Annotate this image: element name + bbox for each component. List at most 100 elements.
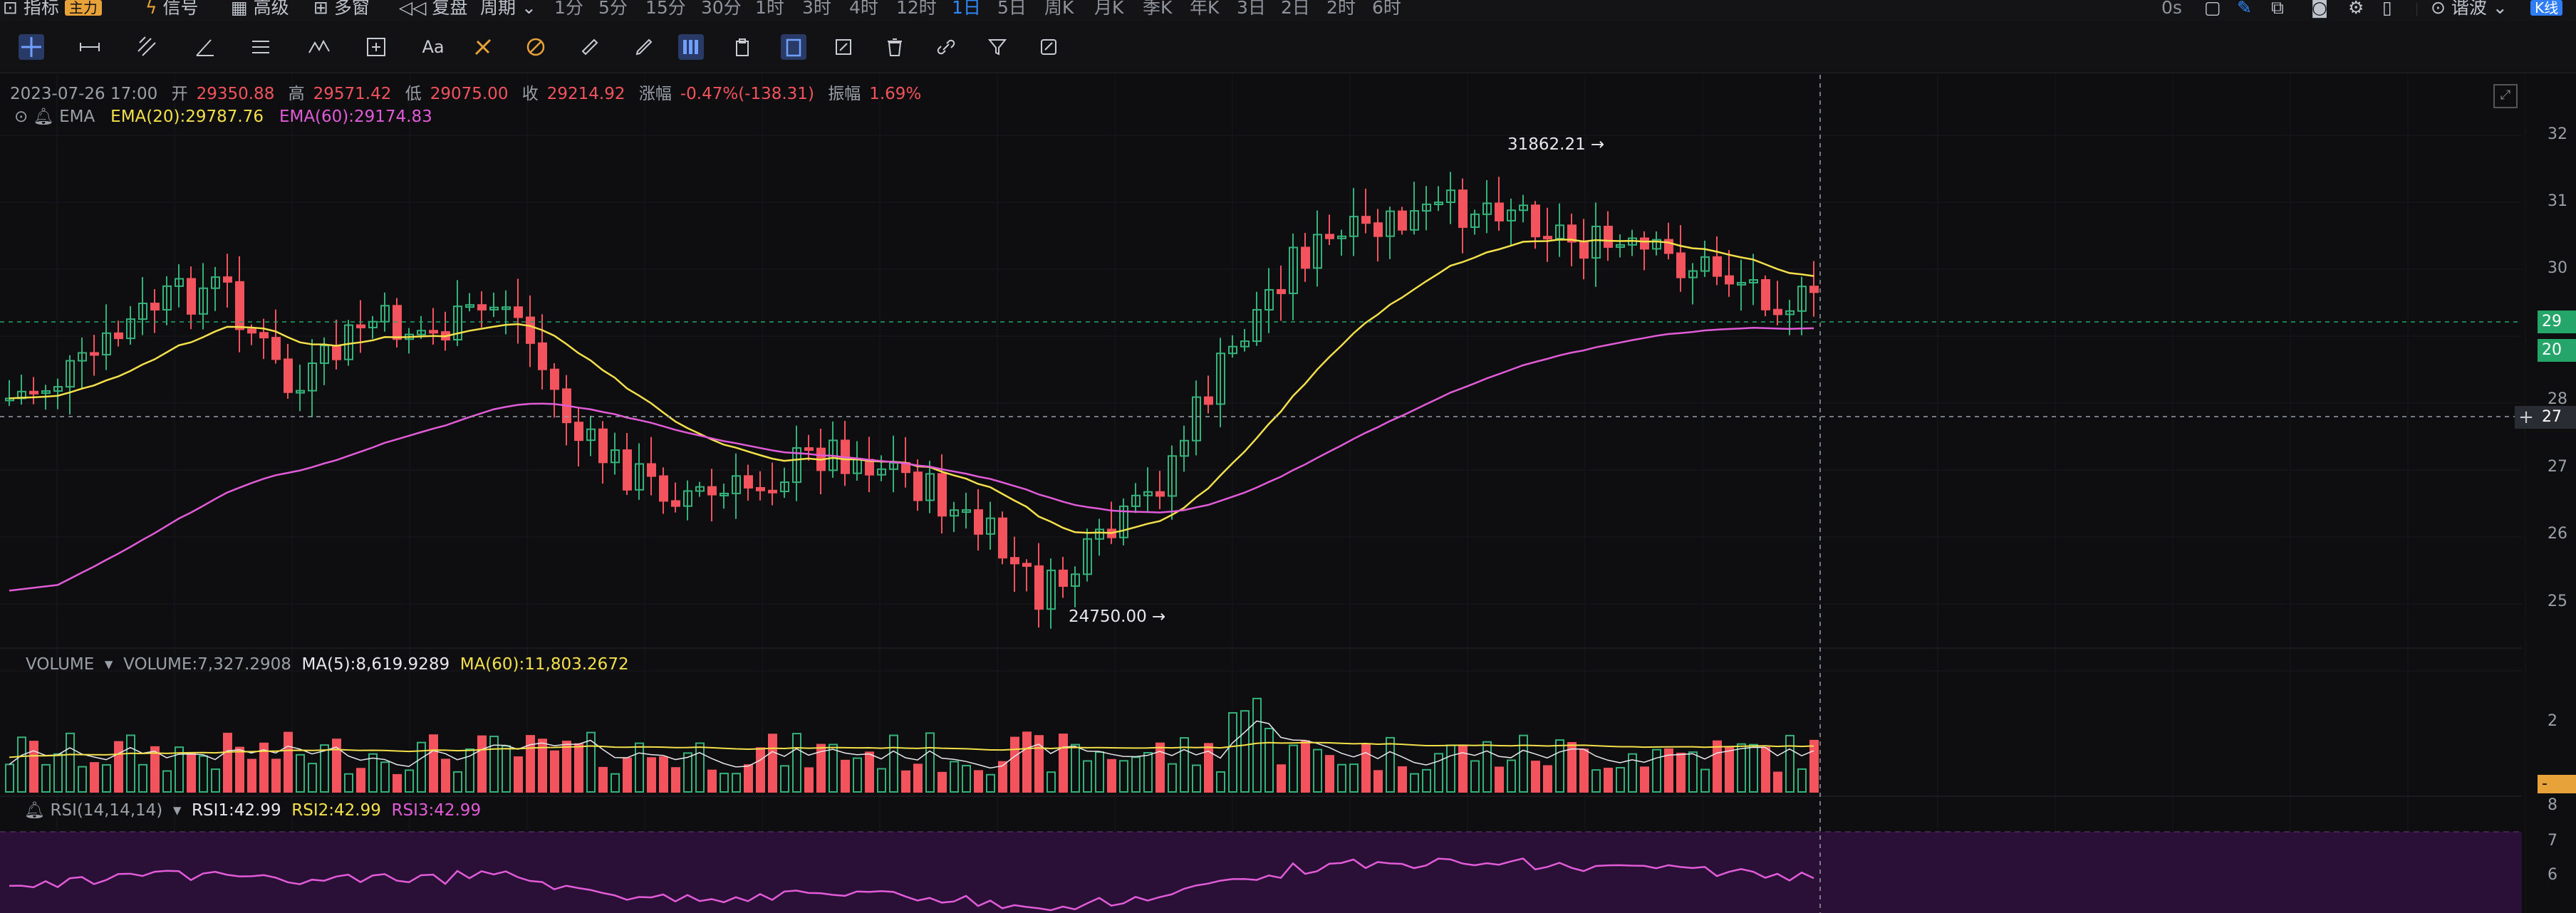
interval-quarter[interactable]: 季K [1143, 0, 1173, 18]
interval-1h[interactable]: 1时 [755, 0, 784, 18]
bars-view-icon[interactable] [678, 34, 704, 60]
candle-body [744, 475, 753, 489]
rsi-legend: 🔔︎ RSI(14,14,14) ▾ RSI1:42.99 RSI2:42.99… [24, 800, 481, 820]
chevron-down-icon: ⌄ [2492, 0, 2508, 18]
candle-body [271, 337, 281, 360]
pencil-icon[interactable] [631, 34, 657, 60]
signal-button[interactable]: ϟ 信号 [145, 0, 198, 19]
candle-body [308, 362, 317, 392]
interval-2d[interactable]: 2日 [1281, 0, 1310, 18]
measure-tool-icon[interactable] [363, 34, 389, 60]
wave-tool-icon[interactable] [306, 34, 332, 60]
sync-icon[interactable] [1036, 34, 1061, 60]
fib-lines-icon[interactable] [248, 34, 274, 60]
edit-note-icon[interactable] [831, 34, 856, 60]
rsi-dropdown-icon[interactable]: ▾ [167, 801, 187, 820]
collapse-icon[interactable]: ⊙ [14, 108, 28, 126]
horizontal-segment-icon[interactable] [77, 34, 103, 60]
candle-body [1373, 222, 1383, 237]
bookmark-icon[interactable] [781, 34, 806, 60]
interval-month[interactable]: 月K [1094, 0, 1124, 18]
interval-5m[interactable]: 5分 [598, 0, 628, 18]
kline-tab[interactable]: K线 [2530, 0, 2563, 19]
volume-bar [1398, 766, 1407, 793]
angle-tool-icon[interactable] [192, 34, 218, 60]
ema-name[interactable]: EMA [59, 108, 95, 126]
interval-12h[interactable]: 12时 [896, 0, 937, 18]
link-tool-icon[interactable] [933, 34, 959, 60]
rsi-name[interactable]: RSI(14,14,14) [50, 801, 163, 820]
volume-bar [211, 768, 220, 793]
amplitude-value: 1.69% [869, 85, 922, 103]
candle-body [1579, 241, 1589, 259]
settings-icon[interactable]: ⚙ [2348, 0, 2364, 18]
ruler-icon[interactable] [577, 34, 603, 60]
lock-drawing-icon[interactable] [523, 34, 549, 60]
replay-button[interactable]: ◁◁ 复盘 [399, 0, 467, 19]
candle-body [235, 281, 244, 330]
volume-ma5: MA(5):8,619.9289 [301, 655, 450, 674]
volume-bar [1264, 727, 1274, 793]
candle-body [1022, 563, 1032, 567]
candle-body [162, 285, 172, 311]
filter-icon[interactable] [985, 34, 1010, 60]
volume-bar [66, 732, 75, 793]
candle-body [78, 352, 87, 362]
interval-year[interactable]: 年K [1190, 0, 1220, 18]
candle-body [683, 490, 692, 507]
candle-body [1700, 256, 1710, 272]
interval-2h[interactable]: 2时 [1326, 0, 1356, 18]
screenshot-icon[interactable]: ⧉ [2271, 0, 2284, 18]
rsi-tick: 6 [2548, 866, 2557, 884]
interval-4h[interactable]: 4时 [849, 0, 878, 18]
add-alert-icon[interactable]: + [2515, 406, 2538, 429]
period-dropdown[interactable]: 周期 ⌄ [480, 0, 536, 19]
interval-1m[interactable]: 1分 [554, 0, 583, 18]
interval-6h[interactable]: 6时 [1372, 0, 1401, 18]
interval-5d[interactable]: 5日 [997, 0, 1027, 18]
bell-icon[interactable]: 🔔︎ [33, 108, 54, 126]
bell-icon[interactable]: 🔔︎ [24, 801, 46, 820]
expand-icon[interactable]: ⤢ [2493, 84, 2518, 108]
candle-body [1482, 202, 1492, 215]
trash-icon[interactable] [882, 34, 908, 60]
volume-bar [1204, 743, 1213, 793]
candle-body [1591, 225, 1601, 259]
interval-15m[interactable]: 15分 [645, 0, 686, 18]
divider [2416, 3, 2417, 16]
multi-window-button[interactable]: ⊞ 多窗 [313, 0, 370, 19]
candle-body [1180, 439, 1189, 457]
interval-30m[interactable]: 30分 [701, 0, 742, 18]
ema60-line [9, 327, 1814, 592]
parallel-lines-icon[interactable] [134, 34, 160, 60]
volume-bar [1458, 746, 1468, 793]
indicator-button[interactable]: ⊡ 指标 主力 [3, 0, 102, 19]
volume-dropdown-icon[interactable]: ▾ [99, 655, 118, 674]
candle-body [671, 500, 680, 507]
magnet-icon[interactable] [470, 34, 496, 60]
interval-1d[interactable]: 1日 [952, 0, 981, 18]
interval-3d[interactable]: 3日 [1237, 0, 1266, 18]
volume-bar [550, 750, 559, 793]
volume-bar [659, 756, 668, 793]
clipboard-icon[interactable] [729, 34, 755, 60]
draw-icon[interactable]: ✎ [2237, 0, 2252, 18]
drawing-toolbar: Aa [0, 21, 2576, 73]
volume-bar [1749, 744, 1758, 793]
camera-icon[interactable]: ◙ [2311, 0, 2329, 18]
candle-body [199, 287, 208, 315]
candle-body [1046, 569, 1056, 610]
candle-body [1034, 565, 1044, 610]
layout-icon[interactable]: ▯ [2382, 0, 2392, 18]
interval-3h[interactable]: 3时 [802, 0, 831, 18]
interval-week[interactable]: 周K [1044, 0, 1074, 18]
advanced-button[interactable]: ▦ 高级 [231, 0, 289, 19]
fullscreen-icon[interactable]: ▢ [2204, 0, 2221, 18]
theme-dropdown[interactable]: ⊙ 谐波 ⌄ [2431, 0, 2508, 19]
crosshair-tool-icon[interactable] [19, 34, 44, 60]
text-tool-icon[interactable]: Aa [422, 37, 445, 57]
candle-body [913, 471, 923, 501]
volume-bar [1277, 764, 1286, 793]
volume-name[interactable]: VOLUME [26, 655, 95, 674]
